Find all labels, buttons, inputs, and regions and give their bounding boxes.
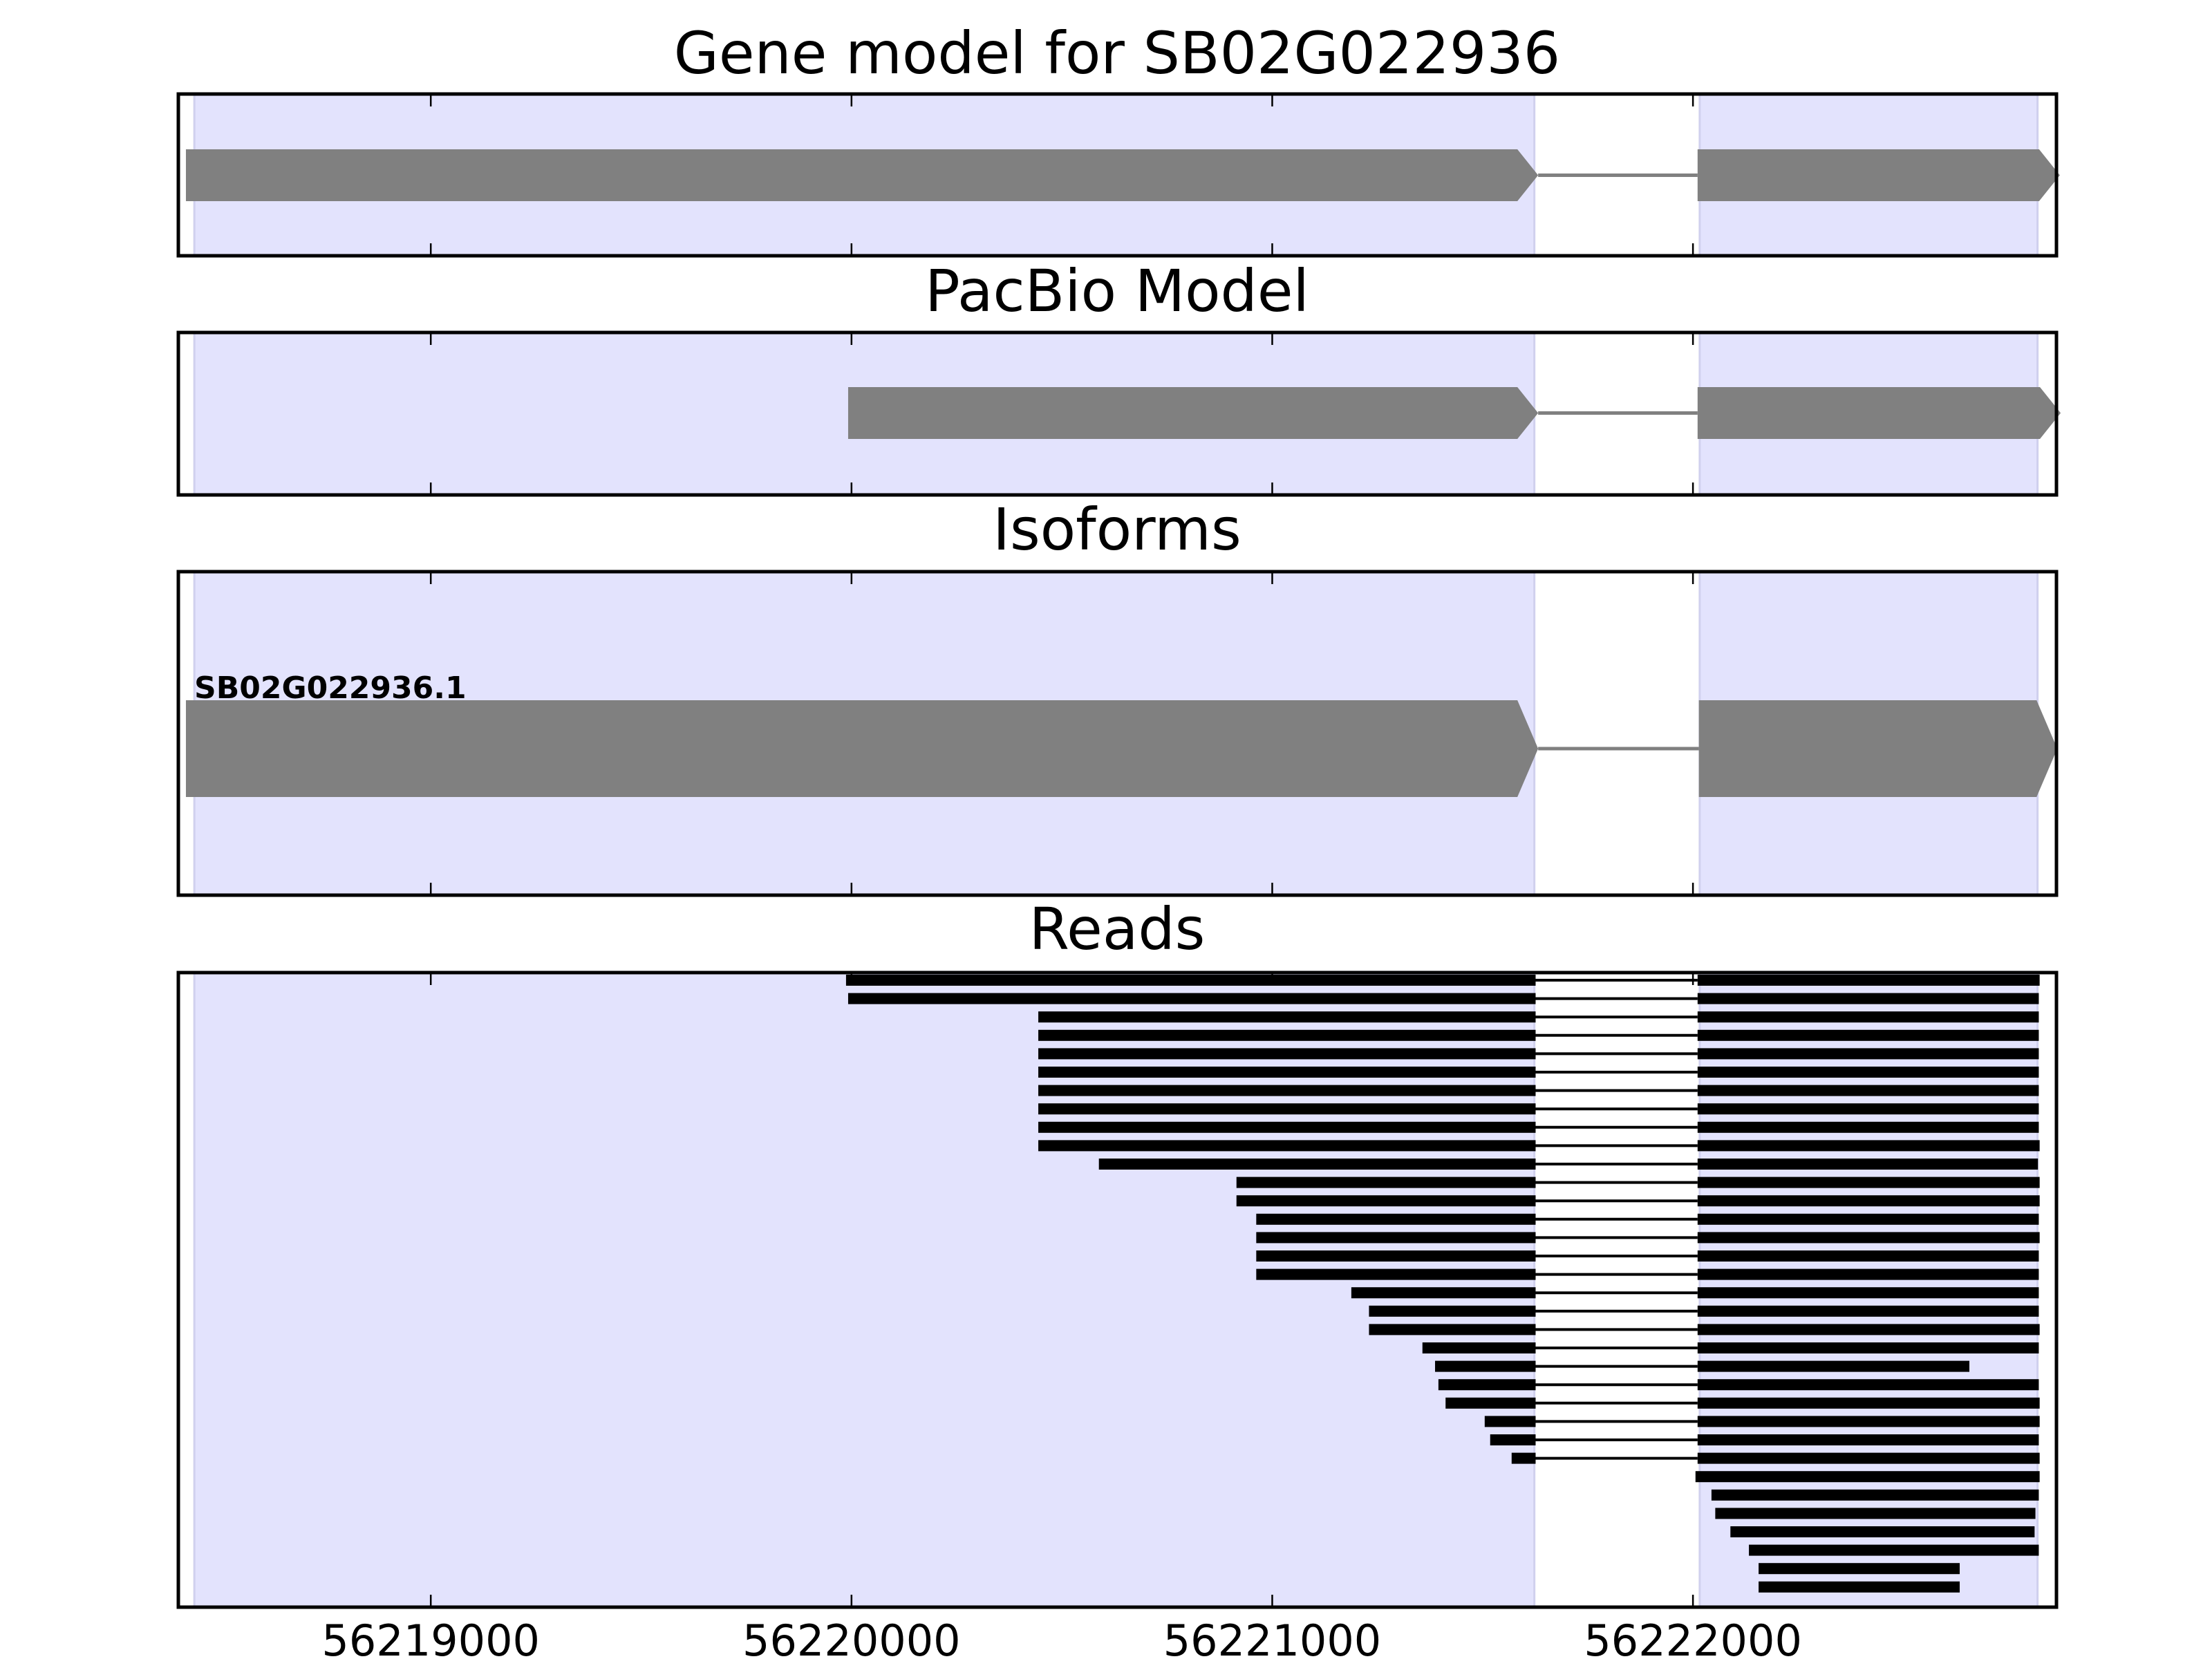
read-exon [1697,975,2040,986]
read-exon [1697,1067,2039,1078]
read-exon [1038,1048,1536,1060]
panel-title-isoforms: Isoforms [993,496,1241,563]
read-exon [1697,1342,2039,1353]
panel-3 [176,971,2059,1609]
panel-frame [176,92,2059,258]
read-exon [1730,1526,2035,1537]
panel-title-reads: Reads [1029,895,1206,963]
read-exon [1697,1177,2040,1188]
isoform-label: SB02G022936.1 [194,671,467,706]
read-exon [1438,1379,1536,1391]
read-exon [1697,993,2039,1004]
read-exon [1697,1048,2039,1060]
exon-block [1697,387,2061,439]
panel-frame [176,330,2059,497]
read-exon [1697,1452,2040,1464]
read-exon [1697,1140,2040,1152]
read-exon [1697,1305,2039,1317]
read-exon [1256,1250,1536,1262]
read-exon [1697,1324,2040,1335]
read-exon [1038,1121,1536,1133]
read-exon [1749,1544,2039,1556]
read-exon [1697,1213,2039,1225]
panel-0 [176,92,2060,258]
read-exon [847,993,1536,1004]
x-tick-label: 56220000 [742,1615,961,1659]
read-exon [1484,1416,1536,1427]
read-exon [1759,1581,1960,1593]
read-exon [1256,1232,1536,1244]
read-exon [1256,1268,1536,1280]
x-tick-label: 56219000 [321,1615,540,1659]
read-exon [1697,1232,2040,1244]
read-exon [1435,1360,1536,1372]
exon-block [1697,149,2060,201]
read-exon [1697,1397,2040,1409]
x-tick-label: 56221000 [1163,1615,1382,1659]
panel-title-gene-model: Gene model for SB02G022936 [674,19,1560,87]
read-exon [1236,1195,1536,1207]
read-exon [1711,1489,2039,1501]
exon-shade [193,971,1536,1609]
exon-block [185,700,1539,797]
read-exon [845,975,1536,986]
read-exon [1490,1434,1536,1445]
panel-frame [176,570,2059,897]
read-exon [1697,1011,2039,1023]
read-exon [1697,1268,2039,1280]
exon-block [847,387,1539,439]
read-exon [1697,1029,2039,1041]
read-exon [1697,1103,2039,1115]
read-exon [1697,1250,2039,1262]
read-exon [1697,1287,2039,1299]
read-exon [1697,1085,2039,1096]
read-exon [1715,1508,2036,1519]
exon-block [185,149,1539,201]
read-exon [1697,1121,2039,1133]
panel-2 [176,570,2059,897]
panel-frame [176,971,2059,1609]
read-exon [1422,1342,1536,1353]
read-exon [1038,1029,1536,1041]
read-exon [1038,1085,1536,1096]
read-exon [1038,1067,1536,1078]
read-exon [1369,1324,1536,1335]
read-exon [1236,1177,1536,1188]
read-exon [1697,1159,2038,1170]
read-exon [1697,1195,2040,1207]
read-exon [1098,1159,1536,1170]
read-exon [1759,1563,1960,1575]
panel-1 [176,330,2061,497]
exon-block [1698,700,2058,797]
read-exon [1697,1416,2040,1427]
read-exon [1038,1140,1536,1152]
panel-title-pacbio-model: PacBio Model [925,257,1309,325]
read-exon [1511,1452,1536,1464]
read-exon [1038,1011,1536,1023]
read-exon [1369,1305,1536,1317]
x-tick-label: 56222000 [1584,1615,1802,1659]
read-exon [1697,1379,2039,1391]
read-exon [1256,1213,1536,1225]
read-exon [1038,1103,1536,1115]
read-exon [1697,1360,1970,1372]
read-exon [1695,1471,2040,1483]
read-exon [1445,1397,1536,1409]
read-exon [1697,1434,2039,1445]
read-exon [1351,1287,1536,1299]
